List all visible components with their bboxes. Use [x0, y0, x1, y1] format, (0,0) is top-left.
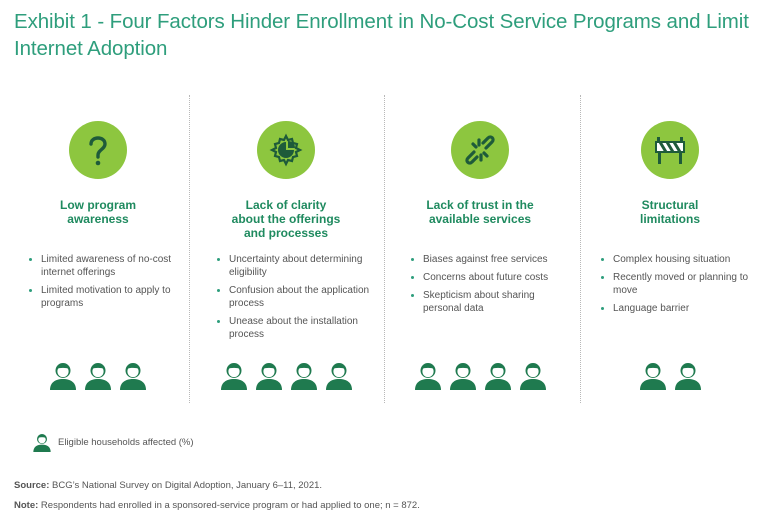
bullet-item: Complex housing situation	[600, 253, 764, 266]
broken-link-icon	[451, 121, 509, 179]
person-icon	[519, 363, 546, 390]
factor-heading: Structural limitations	[639, 198, 700, 226]
factor-column: Structural limitations Complex housing s…	[572, 95, 768, 405]
bullet-item: Skepticism about sharing personal data	[410, 289, 574, 315]
people-icons	[188, 360, 384, 390]
factors-row: Low program awareness Limited awareness …	[0, 95, 768, 405]
bullet-item: Unease about the installation process	[216, 315, 380, 341]
bullet-item: Limited awareness of no-cost internet of…	[28, 253, 192, 279]
gear-chart-icon	[257, 121, 315, 179]
person-icon	[674, 363, 701, 390]
person-icon	[639, 363, 666, 390]
person-icon	[85, 363, 111, 390]
bullet-item: Recently moved or planning to move	[600, 271, 764, 297]
people-icons	[0, 360, 196, 390]
person-icon	[325, 363, 352, 390]
factor-bullets: Complex housing situation Recently moved…	[600, 253, 764, 320]
column-divider	[580, 95, 581, 403]
person-icon	[120, 363, 146, 390]
source-label: Source:	[14, 480, 50, 491]
person-icon	[33, 434, 51, 452]
factor-heading: Low program awareness	[59, 198, 136, 226]
note-line: Note: Respondents had enrolled in a spon…	[14, 500, 420, 512]
source-text: BCG’s National Survey on Digital Adoptio…	[52, 480, 323, 491]
person-icon	[255, 363, 282, 390]
factor-column: Low program awareness Limited awareness …	[0, 95, 196, 405]
bullet-item: Confusion about the application process	[216, 284, 380, 310]
exhibit-title: Exhibit 1 - Four Factors Hinder Enrollme…	[14, 10, 749, 60]
person-icon	[449, 363, 476, 390]
factor-heading: Lack of trust in the available services	[426, 198, 534, 226]
legend-label: Eligible households affected (%)	[58, 436, 194, 448]
person-icon	[220, 363, 247, 390]
people-icons	[382, 360, 578, 390]
factor-bullets: Uncertainty about determining eligibilit…	[216, 253, 380, 346]
bullet-item: Concerns about future costs	[410, 271, 574, 284]
question-mark-icon	[69, 121, 127, 179]
bullet-item: Language barrier	[600, 302, 764, 315]
bullet-item: Uncertainty about determining eligibilit…	[216, 253, 380, 279]
barrier-icon	[641, 121, 699, 179]
factor-bullets: Limited awareness of no-cost internet of…	[28, 253, 192, 315]
column-divider	[189, 95, 190, 403]
factor-column: Lack of trust in the available services …	[382, 95, 578, 405]
person-icon	[50, 363, 76, 390]
legend: Eligible households affected (%)	[32, 432, 194, 452]
factor-bullets: Biases against free services Concerns ab…	[410, 253, 574, 320]
source-line: Source: BCG’s National Survey on Digital…	[14, 480, 322, 492]
bullet-item: Limited motivation to apply to programs	[28, 284, 192, 310]
people-icons	[572, 360, 768, 390]
person-icon	[484, 363, 511, 390]
factor-heading: Lack of clarity about the offerings and …	[231, 198, 341, 240]
bullet-item: Biases against free services	[410, 253, 574, 266]
person-icon	[414, 363, 441, 390]
note-text: Respondents had enrolled in a sponsored-…	[40, 500, 420, 511]
person-icon	[290, 363, 317, 390]
note-label: Note:	[14, 500, 39, 511]
factor-column: Lack of clarity about the offerings and …	[188, 95, 384, 405]
column-divider	[384, 95, 385, 403]
